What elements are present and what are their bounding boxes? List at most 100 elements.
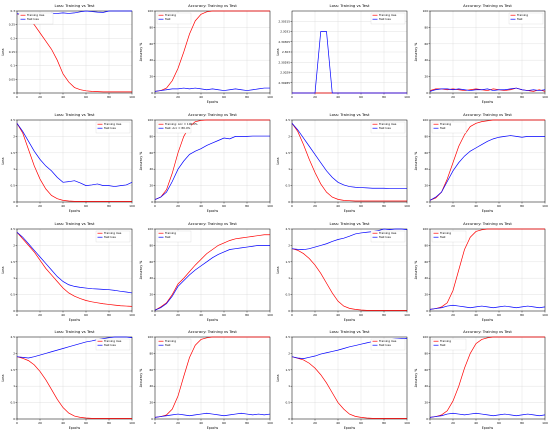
series-line-test xyxy=(429,413,545,418)
y-tick-label: 0.5 xyxy=(11,183,16,187)
x-tick-label: 20 xyxy=(451,95,455,99)
chart-2: Loss: Training vs Test 0 20 40 60 80 100 2.3028… xyxy=(276,3,410,99)
y-tick-label: 0.5 xyxy=(11,401,16,405)
x-tick-label: 80 xyxy=(107,204,111,208)
chart-title: Loss: Training vs Test xyxy=(330,3,370,8)
y-tick-label: 80 xyxy=(424,25,428,29)
x-axis-label: Epochs xyxy=(206,100,218,104)
series-line-test xyxy=(154,135,270,200)
chart-4: Loss: Training vs Test 0 20 40 60 80 100 0 0.5 1 1… xyxy=(1,112,135,213)
x-tick-label: 80 xyxy=(382,204,386,208)
x-tick-label: 40 xyxy=(336,421,340,425)
legend-box xyxy=(156,339,191,351)
x-tick-label: 60 xyxy=(222,204,226,208)
x-tick-label: 0 xyxy=(429,204,431,208)
series-line-test xyxy=(154,87,270,92)
y-axis-label: Loss xyxy=(276,48,280,55)
chart-9: Accuracy: Training vs Test 0 20 40 60 80 100 0 2… xyxy=(139,221,273,322)
y-tick-label: 20 xyxy=(149,183,153,187)
legend-box xyxy=(156,230,191,242)
y-tick-label: 2.30305 xyxy=(278,40,290,44)
x-tick-label: 80 xyxy=(520,313,524,317)
chart-5: Accuracy: Training vs Test 0 20 40 60 80 100 0 2… xyxy=(139,112,273,213)
y-tick-label: 2.5 xyxy=(11,118,16,122)
x-tick-label: 100 xyxy=(129,313,135,317)
legend-box xyxy=(18,12,54,25)
y-tick-label: 80 xyxy=(424,243,428,247)
x-tick-label: 20 xyxy=(451,204,455,208)
chart-6: Loss: Training vs Test 0 20 40 60 80 100 0 0.5 1 1… xyxy=(276,112,410,213)
x-tick-label: 0 xyxy=(16,313,18,317)
plot-frame xyxy=(429,337,545,420)
y-tick-label: 100 xyxy=(147,335,153,339)
legend-label: Test xyxy=(439,343,446,347)
x-axis-label: Epochs xyxy=(481,100,493,104)
y-tick-label: 100 xyxy=(422,118,428,122)
x-axis-label: Epochs xyxy=(344,318,356,322)
x-tick-label: 60 xyxy=(359,313,363,317)
legend-label: Test loss xyxy=(378,235,391,239)
x-tick-label: 20 xyxy=(313,313,317,317)
legend-label: Test xyxy=(439,126,446,130)
y-tick-label: 0 xyxy=(151,417,153,421)
y-tick-label: 2 xyxy=(13,352,15,356)
y-tick-label: 60 xyxy=(149,259,153,263)
legend-box xyxy=(95,230,131,242)
y-tick-label: 0.05 xyxy=(9,77,15,81)
x-tick-label: 20 xyxy=(313,204,317,208)
plot-frame xyxy=(291,337,408,420)
y-tick-label: 2.3029 xyxy=(280,71,290,75)
series-line-test xyxy=(429,304,545,310)
x-tick-label: 40 xyxy=(61,95,65,99)
x-tick-label: 100 xyxy=(267,204,273,208)
x-tick-label: 20 xyxy=(451,421,455,425)
x-tick-label: 60 xyxy=(222,421,226,425)
y-tick-label: 1 xyxy=(288,276,290,280)
legend-label: Test loss xyxy=(103,235,116,239)
y-tick-label: 100 xyxy=(147,118,153,122)
y-tick-label: 0.25 xyxy=(9,23,15,27)
x-tick-label: 100 xyxy=(404,204,410,208)
y-tick-label: 0.1 xyxy=(11,64,16,68)
y-axis-label: Accuracy % xyxy=(139,260,143,279)
x-tick-label: 0 xyxy=(291,421,293,425)
y-tick-label: 100 xyxy=(147,9,153,13)
x-axis-label: Epochs xyxy=(481,209,493,213)
plot-frame xyxy=(429,119,545,202)
chart-0: Loss: Training vs Test 0 20 40 60 80 100 0 0.05 0… xyxy=(1,3,135,99)
x-tick-label: 60 xyxy=(359,95,363,99)
y-tick-label: 60 xyxy=(424,151,428,155)
x-tick-label: 0 xyxy=(16,204,18,208)
y-tick-label: 100 xyxy=(147,227,153,231)
x-tick-label: 60 xyxy=(84,421,88,425)
legend-label: Training xyxy=(516,13,528,17)
legend-label: Training xyxy=(439,339,451,343)
series-line-training xyxy=(291,247,407,311)
chart-12: Loss: Training vs Test 0 20 40 60 80 100 0 0.5 1 1… xyxy=(1,329,135,430)
y-tick-label: 2.303 xyxy=(282,50,290,54)
y-tick-label: 20 xyxy=(149,401,153,405)
y-tick-label: 60 xyxy=(149,368,153,372)
y-tick-label: 80 xyxy=(149,352,153,356)
chart-8: Loss: Training vs Test 0 20 40 60 80 100 0 0.5 1 1… xyxy=(1,221,135,322)
y-tick-label: 20 xyxy=(149,75,153,79)
series-line-test xyxy=(16,122,133,187)
y-tick-label: 0 xyxy=(13,91,15,95)
x-axis-label: Epochs xyxy=(481,426,493,430)
y-tick-label: 40 xyxy=(424,167,428,171)
series-line-training xyxy=(154,10,270,92)
series-line-training xyxy=(16,356,132,419)
chart-13: Accuracy: Training vs Test 0 20 40 60 80 100 0 2… xyxy=(139,329,273,430)
y-tick-label: 20 xyxy=(424,292,428,296)
series-line-training xyxy=(291,122,407,202)
legend-box xyxy=(370,339,406,351)
y-tick-label: 80 xyxy=(424,134,428,138)
x-tick-label: 0 xyxy=(291,204,293,208)
x-tick-label: 20 xyxy=(38,313,42,317)
y-tick-label: 2.5 xyxy=(11,335,16,339)
y-tick-label: 20 xyxy=(149,292,153,296)
series-line-training xyxy=(429,228,545,310)
x-tick-label: 80 xyxy=(382,421,386,425)
legend-label: Test xyxy=(164,235,171,239)
legend-label: Training loss xyxy=(378,13,397,17)
